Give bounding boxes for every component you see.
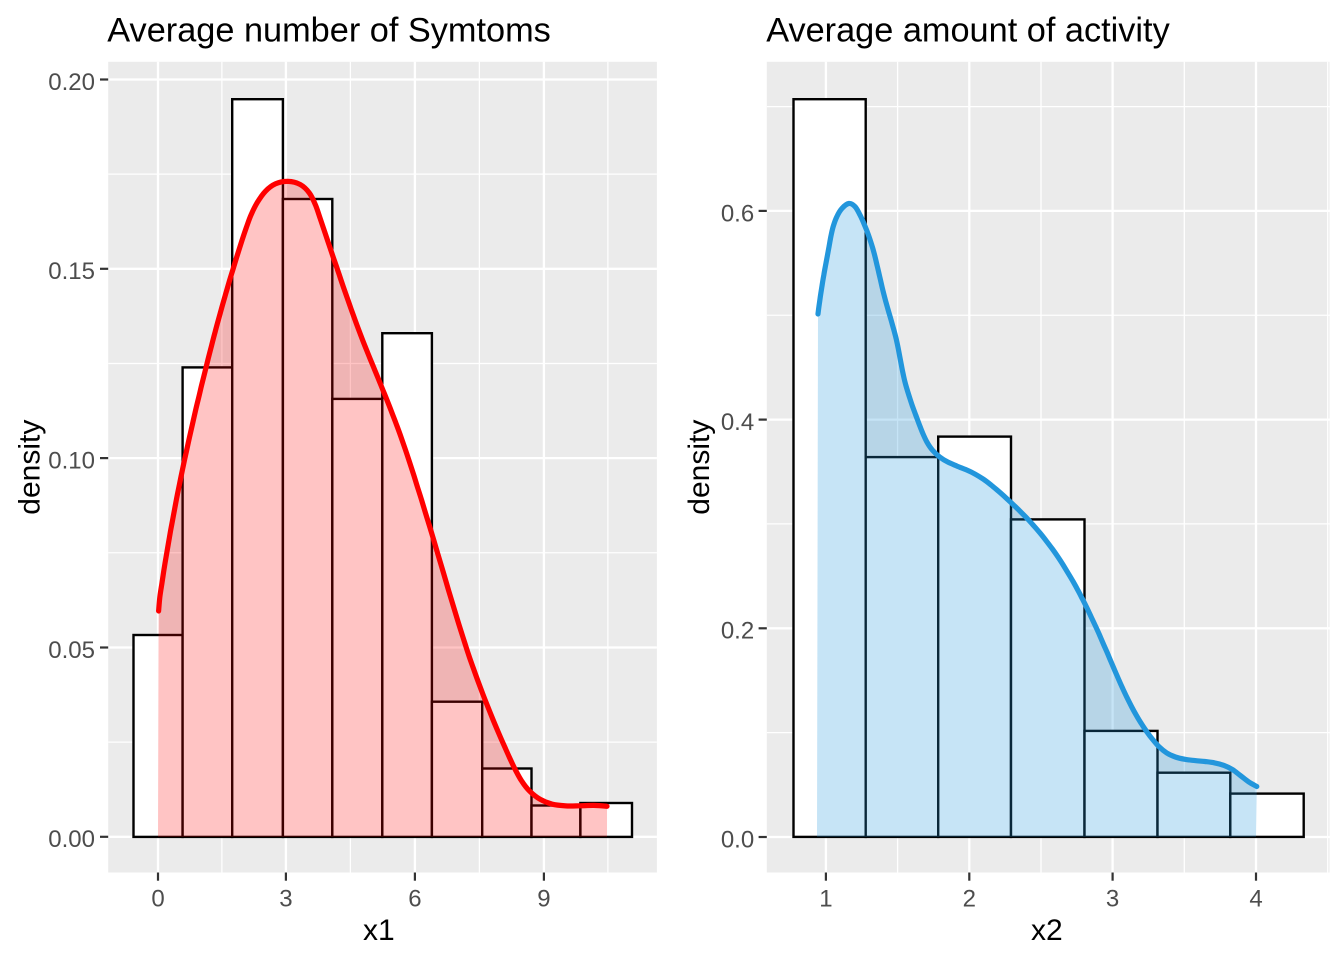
svg-text:Average amount of activity: Average amount of activity [766, 11, 1170, 49]
svg-text:0.15: 0.15 [48, 258, 95, 285]
svg-text:x1: x1 [363, 914, 395, 947]
svg-text:0.2: 0.2 [721, 618, 754, 645]
svg-text:x2: x2 [1031, 914, 1063, 947]
svg-text:9: 9 [537, 886, 550, 913]
svg-text:density: density [14, 420, 47, 515]
svg-text:2: 2 [963, 886, 976, 913]
svg-text:3: 3 [279, 886, 292, 913]
svg-text:0.6: 0.6 [721, 200, 754, 227]
svg-text:3: 3 [1106, 886, 1119, 913]
svg-text:Average number of Symtoms: Average number of Symtoms [107, 11, 551, 49]
svg-text:0: 0 [151, 886, 164, 913]
svg-text:0.10: 0.10 [48, 448, 95, 475]
svg-text:0.00: 0.00 [48, 826, 95, 853]
svg-text:0.4: 0.4 [721, 409, 754, 436]
svg-text:4: 4 [1249, 886, 1262, 913]
svg-text:density: density [683, 420, 716, 515]
svg-text:0.20: 0.20 [48, 69, 95, 96]
svg-text:0.05: 0.05 [48, 637, 95, 664]
svg-text:0.0: 0.0 [721, 826, 754, 853]
svg-text:1: 1 [819, 886, 832, 913]
svg-text:6: 6 [408, 886, 421, 913]
